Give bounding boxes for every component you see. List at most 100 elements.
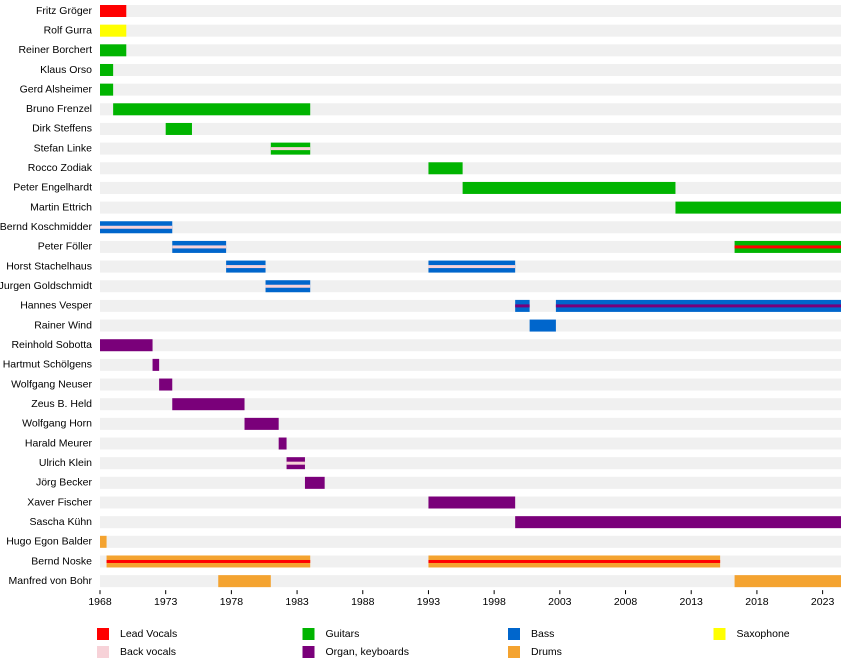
row-background (100, 280, 841, 293)
period-bar (734, 575, 841, 588)
member-name: Gerd Alsheimer (20, 83, 93, 95)
legend-swatch (713, 628, 726, 640)
period-bar (218, 575, 271, 588)
row-background (100, 122, 841, 135)
secondary-role-stripe (286, 461, 305, 465)
secondary-role-stripe (515, 304, 530, 308)
member-name: Rolf Gurra (44, 24, 93, 36)
legend-label: Bass (531, 628, 554, 640)
legend-label: Lead Vocals (120, 628, 177, 640)
secondary-role-stripe (270, 147, 311, 151)
member-name: Xaver Fischer (27, 496, 92, 508)
member-name: Peter Engelhardt (13, 182, 92, 194)
member-name: Rainer Wind (34, 319, 92, 331)
period-bar (675, 201, 841, 214)
member-name: Stefan Linke (34, 142, 93, 154)
row-background (100, 457, 841, 470)
row-background (100, 44, 841, 57)
period-bar (100, 63, 114, 76)
legend-swatch (97, 628, 109, 640)
period-bar (165, 122, 192, 135)
period-bar (428, 496, 516, 509)
member-name: Martin Ettrich (30, 201, 92, 213)
member-name: Sascha Kühn (30, 516, 93, 528)
row-background (100, 319, 841, 332)
secondary-role-stripe (734, 245, 841, 249)
period-bar (304, 476, 325, 489)
x-tick-label: 1998 (482, 596, 506, 608)
period-bar (100, 535, 107, 548)
x-tick-label: 1968 (88, 596, 112, 608)
member-name: Manfred von Bohr (9, 575, 93, 587)
x-tick-label: 1993 (417, 596, 441, 608)
x-tick-label: 1973 (154, 596, 178, 608)
member-name: Harald Meurer (25, 437, 93, 449)
member-name: Jörg Becker (36, 477, 93, 489)
member-name: Zeus B. Held (31, 398, 92, 410)
member-name: Rocco Zodiak (28, 162, 93, 174)
legend-label: Back vocals (120, 646, 176, 658)
period-bar (462, 181, 676, 194)
member-name: Bernd Noske (31, 555, 92, 567)
period-bar (100, 24, 127, 37)
legend-swatch (97, 646, 109, 658)
period-bar (113, 103, 311, 116)
row-background (100, 378, 841, 391)
member-name: Bernd Koschmidder (0, 221, 92, 233)
row-background (100, 221, 841, 234)
period-bar (428, 162, 463, 175)
member-name: Hartmut Schölgens (3, 359, 92, 371)
x-tick-label: 2003 (548, 596, 572, 608)
period-bar (159, 378, 173, 391)
legend-label: Saxophone (737, 628, 790, 640)
member-name: Bruno Frenzel (26, 103, 92, 115)
x-tick-label: 1988 (351, 596, 375, 608)
legend-swatch (302, 628, 315, 640)
x-tick-label: 1978 (220, 596, 244, 608)
legend-swatch (508, 646, 520, 658)
member-name: Dirk Steffens (32, 123, 92, 135)
period-bar (100, 5, 127, 17)
period-bar (100, 83, 114, 96)
member-name: Horst Stachelhaus (6, 260, 92, 272)
row-background (100, 358, 841, 371)
row-background (100, 63, 841, 76)
row-background (100, 83, 841, 96)
period-bar (515, 516, 841, 529)
row-background (100, 24, 841, 37)
period-bar (529, 319, 556, 332)
row-background (100, 398, 841, 411)
legend-label: Guitars (326, 628, 360, 640)
member-name: Reinhold Sobotta (11, 339, 92, 351)
row-background (100, 142, 841, 155)
period-bar (100, 339, 153, 352)
secondary-role-stripe (265, 284, 311, 288)
member-name: Hugo Egon Balder (6, 536, 92, 548)
member-name: Jurgen Goldschmidt (0, 280, 92, 292)
row-background (100, 201, 841, 214)
secondary-role-stripe (100, 225, 173, 229)
member-name: Klaus Orso (40, 64, 92, 76)
row-background (100, 417, 841, 430)
x-tick-label: 2008 (614, 596, 638, 608)
period-bar (278, 437, 287, 450)
row-background (100, 575, 841, 588)
secondary-role-stripe (226, 265, 266, 269)
secondary-role-stripe (555, 304, 841, 308)
period-bar (100, 44, 127, 57)
row-background (100, 535, 841, 548)
row-background (100, 437, 841, 450)
row-background (100, 240, 841, 253)
member-name: Peter Föller (38, 241, 93, 253)
period-bar (172, 398, 245, 411)
legend-label: Drums (531, 646, 562, 658)
secondary-role-stripe (172, 245, 227, 249)
member-name: Hannes Vesper (20, 300, 92, 312)
secondary-role-stripe (428, 265, 516, 269)
legend-swatch (508, 628, 520, 640)
row-background (100, 476, 841, 489)
member-name: Reiner Borchert (18, 44, 92, 56)
row-background (100, 162, 841, 175)
member-name: Wolfgang Horn (22, 418, 92, 430)
